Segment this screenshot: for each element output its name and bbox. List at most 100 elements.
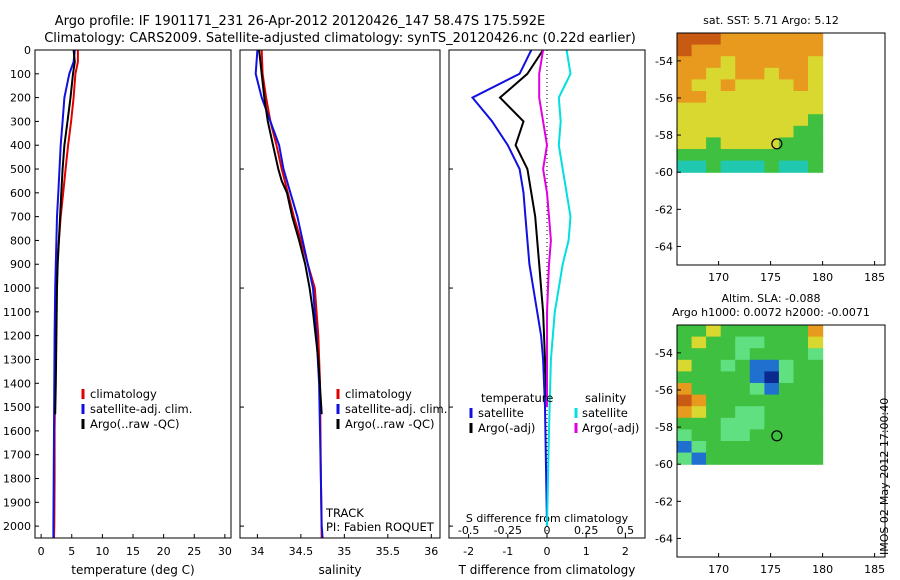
x-tick-label: 5: [68, 545, 75, 558]
y-tick-label: 1800: [3, 472, 31, 485]
y-tick-label: -54: [655, 55, 673, 68]
map-cell: [749, 160, 765, 173]
map-cell: [808, 33, 824, 46]
map-cell: [749, 417, 765, 430]
map-cell: [735, 44, 751, 57]
map-cell: [749, 383, 765, 396]
map-cell: [735, 137, 751, 150]
map-cell: [749, 56, 765, 69]
map-cell: [691, 336, 707, 349]
map-cell: [691, 125, 707, 138]
map-cell: [691, 394, 707, 407]
y-tick-label: 1300: [3, 353, 31, 366]
map-cell: [691, 33, 707, 46]
map-cell: [735, 336, 751, 349]
map-cell: [749, 325, 765, 338]
map-cell: [691, 67, 707, 80]
top-tick-label: -0.5: [458, 524, 479, 537]
map-cell: [778, 406, 795, 419]
y-tick-label: -54: [655, 347, 673, 360]
map-cell: [691, 91, 707, 104]
map-cell: [706, 348, 722, 361]
map-cell: [793, 348, 809, 361]
map-cell: [677, 149, 693, 162]
x-tick-label: 175: [760, 271, 781, 284]
map-cell: [778, 325, 795, 338]
x-tick-label: 10: [95, 545, 109, 558]
map-cell: [764, 325, 780, 338]
map-cell: [749, 91, 765, 104]
annotation-text: TRACK: [325, 506, 364, 520]
map-cell: [764, 149, 780, 162]
map-cell: [793, 336, 809, 349]
map-cell: [778, 371, 795, 384]
map-frame: [676, 32, 886, 266]
map-cell: [720, 441, 736, 454]
legend-label: Argo(..raw -QC): [345, 417, 435, 431]
map-cell: [778, 348, 795, 361]
series-line-blue: [52, 50, 76, 538]
map-cell: [691, 102, 707, 115]
map-cell: [749, 348, 765, 361]
map-title: Altim. SLA: -0.088: [721, 292, 820, 305]
y-tick-label: 500: [10, 163, 31, 176]
map-cell: [778, 441, 795, 454]
map-cell: [808, 91, 824, 104]
map-cell: [793, 102, 809, 115]
map-cell: [778, 44, 795, 57]
argo-position-marker: [771, 138, 783, 150]
map-cell: [764, 91, 780, 104]
map-cell: [793, 359, 809, 372]
map-cell: [778, 417, 795, 430]
x-tick-label: 175: [760, 563, 781, 576]
y-tick-label: -60: [655, 458, 673, 471]
map-cell: [778, 452, 795, 465]
y-tick-label: 1000: [3, 282, 31, 295]
map-cell: [706, 452, 722, 465]
map-cell: [677, 91, 693, 104]
series-line-black: [498, 50, 548, 408]
map-cell: [793, 452, 809, 465]
map-cell: [778, 56, 795, 69]
map-cell: [735, 33, 751, 46]
y-tick-label: 800: [10, 234, 31, 247]
y-tick-label: -58: [655, 421, 673, 434]
map-cell: [691, 325, 707, 338]
map-cell: [778, 102, 795, 115]
map-cell: [677, 137, 693, 150]
map-cell: [808, 125, 824, 138]
map-cell: [793, 441, 809, 454]
map-cell: [793, 114, 809, 127]
map-cell: [706, 359, 722, 372]
legend-label: temperature: [481, 391, 553, 405]
sst-map-panel: -54 -56 -58 -60 -62 -64 170 175 180 185 sat. SST: …: [655, 14, 886, 284]
map-cell: [677, 67, 693, 80]
map-cell: [764, 394, 780, 407]
legend-label: satellite-adj. clim.: [90, 402, 192, 416]
top-tick-label: -0.25: [494, 524, 522, 537]
map-cell: [778, 125, 795, 138]
map-cell: [677, 79, 693, 92]
map-cell: [677, 452, 693, 465]
top-tick-label: 0.25: [574, 524, 599, 537]
map-cell: [793, 67, 809, 80]
x-tick-label: 0: [38, 545, 45, 558]
map-cell: [677, 406, 693, 419]
map-cell: [677, 336, 693, 349]
map-cell: [706, 79, 722, 92]
map-subtitle: Argo h1000: 0.0072 h2000: -0.0071: [672, 306, 870, 319]
map-cell: [764, 452, 780, 465]
map-cell: [720, 359, 736, 372]
map-cell: [749, 336, 765, 349]
map-cell: [778, 114, 795, 127]
map-cell: [720, 137, 736, 150]
map-cell: [808, 149, 824, 162]
x-tick-label: 170: [708, 563, 729, 576]
map-cell: [778, 33, 795, 46]
map-cell: [691, 452, 707, 465]
map-cell: [691, 56, 707, 69]
map-cell: [808, 371, 824, 384]
map-cell: [808, 394, 824, 407]
map-cell: [720, 452, 736, 465]
map-cell: [677, 125, 693, 138]
